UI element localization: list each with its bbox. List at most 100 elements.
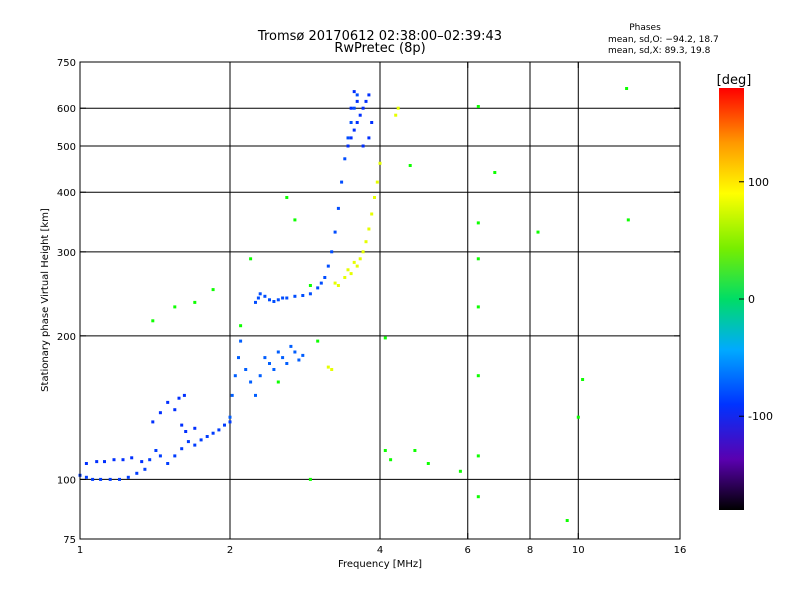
echo-point — [99, 477, 103, 481]
x-tick-label: 2 — [227, 545, 233, 556]
echo-point — [576, 415, 580, 419]
echo-point — [180, 423, 184, 427]
echo-point — [118, 477, 121, 481]
echo-point — [237, 356, 240, 360]
echo-point — [367, 93, 371, 97]
echo-point — [316, 339, 320, 343]
x-tick-label: 4 — [377, 545, 383, 556]
echo-point — [458, 469, 462, 473]
echo-point — [301, 353, 305, 357]
echo-point — [378, 161, 382, 165]
colorbar-tick-label: -100 — [748, 410, 773, 423]
echo-point — [173, 408, 177, 412]
x-axis-label: Frequency [MHz] — [338, 559, 422, 570]
echo-point — [228, 415, 232, 419]
echo-point — [151, 319, 155, 323]
echo-point — [126, 475, 130, 479]
phases-o-stats: mean, sd,O: −94.2, 18.7 — [608, 35, 719, 45]
echo-point — [361, 144, 365, 148]
echo-point — [158, 411, 162, 415]
echo-points — [78, 87, 630, 522]
echo-point — [103, 460, 106, 464]
echo-point — [293, 218, 297, 222]
echo-point — [349, 106, 353, 110]
echo-point — [346, 144, 350, 148]
echo-point — [476, 305, 480, 309]
y-tick-label: 500 — [57, 142, 76, 153]
phases-x-stats: mean, sd,X: 89.3, 19.8 — [608, 46, 711, 56]
y-axis-label: Stationary phase Virtual Height [km] — [40, 208, 51, 392]
echo-point — [148, 458, 152, 462]
echo-point — [108, 477, 112, 481]
colorbar-tick-label: 100 — [748, 176, 769, 189]
echo-point — [186, 440, 190, 444]
echo-point — [308, 477, 312, 481]
echo-point — [358, 257, 362, 261]
echo-point — [228, 420, 232, 424]
echo-point — [316, 286, 320, 290]
echo-point — [254, 393, 257, 397]
echo-point — [476, 257, 480, 261]
colorbar-tick-label: 0 — [748, 293, 755, 306]
echo-point — [349, 121, 353, 124]
echo-point — [244, 368, 248, 371]
echo-point — [355, 93, 359, 97]
echo-point — [293, 294, 297, 298]
echo-point — [121, 458, 125, 462]
echo-point — [276, 298, 280, 302]
echo-point — [352, 128, 356, 132]
echo-point — [333, 281, 337, 285]
echo-point — [211, 431, 215, 435]
echo-point — [364, 240, 368, 244]
echo-point — [268, 298, 271, 302]
echo-point — [272, 368, 276, 371]
echo-point — [370, 121, 374, 124]
echo-point — [346, 268, 350, 272]
echo-point — [263, 294, 267, 298]
echo-point — [272, 300, 276, 303]
echo-point — [249, 257, 253, 261]
echo-point — [389, 458, 393, 462]
echo-point — [340, 180, 344, 184]
echo-point — [254, 300, 257, 304]
echo-point — [343, 276, 347, 279]
echo-point — [91, 477, 95, 481]
colorbar-ticks: 100 0 -100 — [739, 176, 773, 423]
chart-subtitle: RwPretec (8p) — [334, 41, 425, 56]
echo-point — [330, 250, 334, 254]
echo-point — [239, 324, 243, 328]
echo-point — [493, 171, 497, 174]
x-tick-label: 10 — [572, 545, 585, 556]
echo-point — [355, 121, 359, 124]
echo-point — [184, 430, 188, 433]
x-tick-label: 6 — [465, 545, 471, 556]
echo-point — [276, 380, 280, 384]
echo-point — [166, 400, 170, 404]
echo-point — [349, 272, 353, 276]
echo-point — [355, 264, 359, 268]
echo-point — [293, 350, 297, 354]
echo-point — [166, 462, 170, 465]
echo-point — [536, 230, 540, 234]
echo-point — [308, 292, 312, 296]
echo-point — [367, 136, 371, 140]
y-tick-label: 600 — [57, 104, 76, 115]
echo-point — [375, 180, 379, 184]
echo-point — [383, 336, 387, 340]
echo-point — [326, 264, 330, 268]
echo-point — [330, 368, 334, 371]
echo-point — [223, 423, 226, 427]
echo-point — [373, 196, 376, 199]
echo-point — [112, 458, 116, 462]
echo-point — [276, 350, 280, 354]
echo-point — [217, 428, 221, 432]
echo-point — [233, 374, 237, 378]
echo-point — [140, 460, 144, 464]
echo-point — [173, 454, 177, 458]
axes: 1 2 4 6 8 10 16 75 100 200 300 400 500 600 750 — [57, 58, 686, 556]
echo-point — [383, 449, 387, 452]
echo-point — [336, 206, 340, 210]
echo-point — [476, 105, 480, 108]
y-tick-label: 75 — [63, 535, 76, 546]
echo-point — [158, 454, 162, 458]
